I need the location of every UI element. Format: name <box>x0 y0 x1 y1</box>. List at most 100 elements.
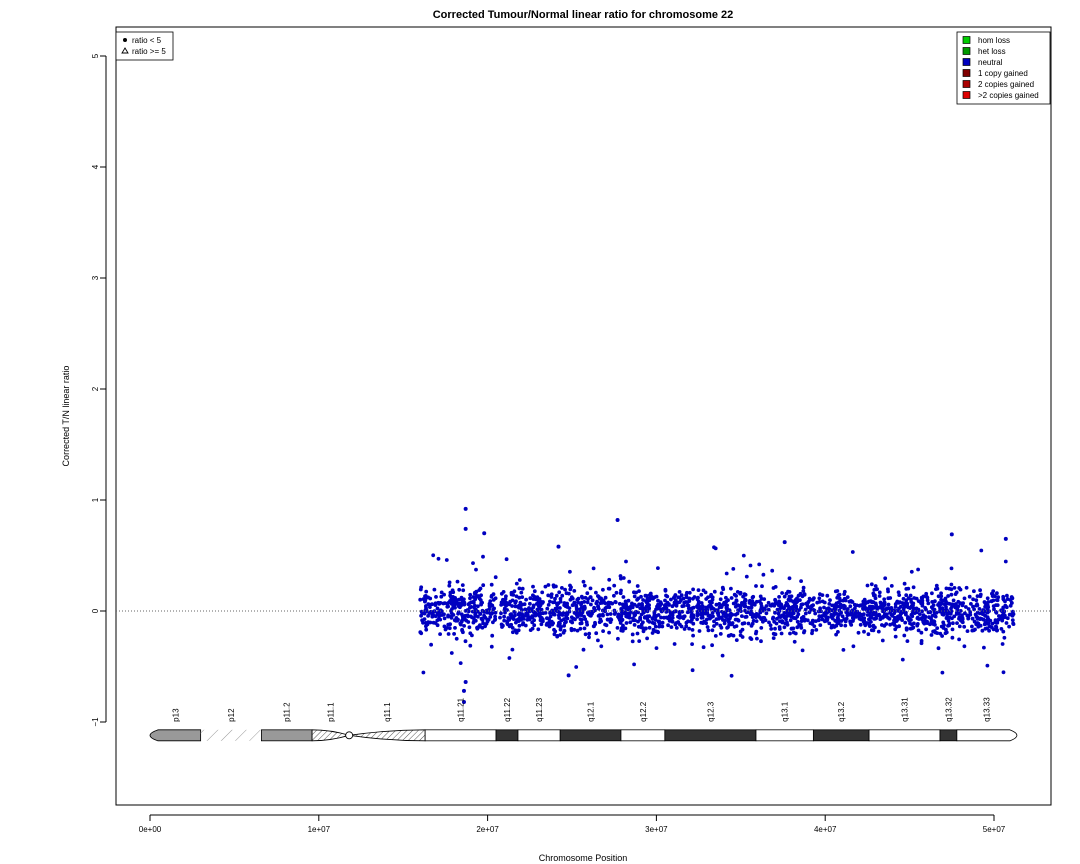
y-tick-label: −1 <box>91 717 100 727</box>
data-point <box>720 609 724 614</box>
data-point <box>632 623 637 627</box>
data-point <box>665 594 670 599</box>
data-point <box>777 595 781 599</box>
data-point <box>674 609 678 614</box>
data-point <box>650 631 655 635</box>
data-point <box>784 601 789 605</box>
legend-swatch <box>962 58 971 66</box>
data-point <box>661 607 666 611</box>
ideogram-band-label: q11.22 <box>503 697 512 721</box>
data-point <box>978 594 983 599</box>
data-point <box>490 603 495 608</box>
data-point <box>871 628 876 633</box>
data-point <box>829 615 834 619</box>
data-point <box>522 602 527 607</box>
data-point <box>718 632 723 636</box>
data-point <box>680 604 685 609</box>
data-point <box>575 597 580 602</box>
data-point <box>897 593 902 597</box>
data-point <box>849 610 853 614</box>
data-point <box>531 597 536 601</box>
data-point <box>684 624 689 629</box>
data-point <box>967 594 972 599</box>
data-point <box>481 583 486 588</box>
data-point <box>771 586 776 590</box>
data-point <box>936 646 941 651</box>
data-point <box>449 597 454 602</box>
data-point <box>458 661 463 665</box>
data-point <box>761 608 765 613</box>
data-point <box>460 628 465 633</box>
y-tick-label: 3 <box>91 275 100 280</box>
data-point <box>677 610 682 614</box>
data-point <box>940 606 945 611</box>
data-point <box>817 617 821 622</box>
data-point <box>1010 618 1015 622</box>
data-point <box>619 576 623 581</box>
data-point <box>573 617 577 622</box>
data-point <box>582 626 587 631</box>
data-point <box>630 632 635 637</box>
data-point <box>705 625 710 629</box>
legend-swatch <box>962 36 971 44</box>
data-point <box>644 626 648 631</box>
data-point <box>664 615 669 620</box>
data-point <box>592 624 596 629</box>
data-point <box>674 603 679 608</box>
data-point <box>814 619 818 623</box>
data-point <box>618 618 622 622</box>
data-point <box>552 632 557 637</box>
data-point <box>891 608 896 613</box>
data-point <box>786 613 790 618</box>
data-point <box>677 600 682 604</box>
ideogram-band <box>153 729 202 742</box>
data-point <box>777 601 782 606</box>
data-point <box>604 623 609 628</box>
data-point <box>949 606 953 611</box>
data-point <box>550 608 554 613</box>
data-point <box>480 618 485 622</box>
data-point <box>779 631 784 636</box>
data-point <box>782 625 787 630</box>
data-point <box>971 604 975 609</box>
data-point <box>951 621 955 626</box>
data-point <box>859 617 863 622</box>
data-point <box>433 614 438 619</box>
data-point <box>575 628 580 633</box>
data-point <box>669 625 674 629</box>
data-point <box>810 631 814 636</box>
data-point <box>877 590 882 595</box>
data-point <box>574 603 579 608</box>
data-point <box>957 586 962 590</box>
data-point <box>802 592 807 597</box>
data-point <box>773 626 777 631</box>
data-point <box>628 607 632 611</box>
data-point <box>420 618 424 623</box>
ideogram-band-label: q12.3 <box>706 701 715 722</box>
data-point <box>873 601 878 606</box>
data-point <box>754 584 758 588</box>
data-point <box>723 610 728 615</box>
data-point <box>750 621 755 626</box>
data-point <box>796 612 801 617</box>
data-point <box>935 631 940 635</box>
data-point <box>579 594 584 599</box>
data-point <box>473 591 478 596</box>
data-point <box>568 619 573 624</box>
data-point <box>1001 605 1006 610</box>
data-point <box>743 608 747 613</box>
data-point <box>638 616 642 621</box>
data-point <box>565 603 569 608</box>
data-point <box>471 561 475 565</box>
data-point <box>951 603 956 608</box>
data-point <box>929 633 934 637</box>
data-point <box>672 595 677 599</box>
data-point <box>656 566 660 570</box>
data-point <box>723 614 728 618</box>
data-point <box>564 611 569 616</box>
data-point <box>454 601 458 606</box>
data-point <box>647 606 651 611</box>
legend-label: >2 copies gained <box>978 91 1039 100</box>
data-point <box>808 621 813 626</box>
data-point <box>596 594 600 598</box>
